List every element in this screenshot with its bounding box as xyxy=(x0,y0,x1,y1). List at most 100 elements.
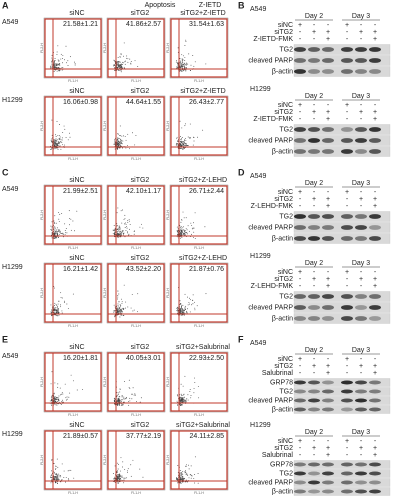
dot xyxy=(57,64,59,66)
dot xyxy=(114,233,115,235)
dot xyxy=(55,65,56,67)
dot xyxy=(185,228,187,230)
day-label: Day 2 xyxy=(305,180,323,187)
dot xyxy=(183,481,185,483)
dot xyxy=(54,238,56,239)
dot xyxy=(59,141,61,143)
dot xyxy=(57,397,59,398)
dot xyxy=(185,67,187,69)
condition-sign: - xyxy=(327,269,330,276)
dot xyxy=(113,64,115,66)
dot xyxy=(55,311,57,313)
blot-band xyxy=(341,294,353,299)
dot xyxy=(116,145,118,147)
dot xyxy=(124,227,126,228)
blot-band xyxy=(294,236,306,241)
dot xyxy=(114,229,116,230)
dot xyxy=(187,225,189,227)
dot xyxy=(57,233,59,235)
condition-sign: - xyxy=(313,116,316,123)
blot-band xyxy=(308,138,320,143)
dot xyxy=(181,137,183,139)
x-axis-label: FL1-H xyxy=(194,79,204,83)
dot xyxy=(117,228,119,230)
dot xyxy=(182,385,184,387)
dot xyxy=(183,310,185,311)
dot xyxy=(50,400,52,401)
dot xyxy=(114,67,116,68)
blot-band xyxy=(355,471,367,476)
dot xyxy=(176,477,177,478)
x-axis-label: FL1-H xyxy=(68,79,78,83)
dot xyxy=(58,233,60,235)
dot xyxy=(134,144,136,146)
blot-band xyxy=(369,69,381,74)
dot xyxy=(180,400,181,402)
dot xyxy=(176,307,178,309)
condition-sign: + xyxy=(373,283,377,290)
band-label: TG2 xyxy=(279,126,293,133)
dot xyxy=(114,67,116,69)
condition-sign: + xyxy=(373,363,377,370)
dot xyxy=(193,388,195,389)
dot xyxy=(53,401,55,403)
band-label: cleaved PARP xyxy=(248,304,293,311)
dot xyxy=(179,401,181,403)
dot xyxy=(183,217,185,219)
dot xyxy=(116,232,118,234)
dot xyxy=(124,218,126,220)
dot xyxy=(56,142,58,144)
dot xyxy=(184,144,186,146)
dot xyxy=(137,293,139,295)
blot-band xyxy=(294,225,306,230)
dot xyxy=(184,147,185,149)
dot xyxy=(114,69,116,71)
dot xyxy=(56,145,57,147)
dot xyxy=(70,374,72,376)
dot xyxy=(127,468,129,470)
dot xyxy=(60,232,62,234)
dot xyxy=(177,482,178,484)
dot xyxy=(130,63,132,65)
condition-sign: + xyxy=(359,196,363,203)
gate-box xyxy=(107,18,165,78)
dot xyxy=(69,392,71,394)
dot xyxy=(70,218,72,220)
dot xyxy=(184,306,186,308)
dot xyxy=(182,70,184,72)
dot xyxy=(119,67,121,69)
dot xyxy=(55,399,57,401)
blot-band xyxy=(369,236,381,241)
blot-band xyxy=(355,305,367,310)
dot xyxy=(129,400,131,402)
dot xyxy=(51,119,53,121)
dot xyxy=(197,473,199,474)
dot xyxy=(61,463,63,465)
dot xyxy=(62,62,64,64)
dot xyxy=(119,145,121,147)
plot-label: siNC xyxy=(69,422,84,429)
cell-line-label: H1299 xyxy=(250,422,271,429)
panel-letter: F xyxy=(238,334,244,344)
dot xyxy=(175,61,177,63)
dot xyxy=(182,481,184,483)
dot xyxy=(180,383,182,385)
dot xyxy=(51,474,53,476)
dot xyxy=(187,63,189,65)
dot xyxy=(117,310,119,311)
dot xyxy=(56,63,58,64)
condition-sign: - xyxy=(374,438,377,445)
condition-sign: + xyxy=(298,356,302,363)
dot xyxy=(117,303,119,305)
dot xyxy=(60,141,62,143)
condition-sign: - xyxy=(346,283,349,290)
dot xyxy=(121,298,122,300)
cell-line-label: H1299 xyxy=(250,253,271,260)
dot xyxy=(187,474,189,476)
dot xyxy=(62,393,64,395)
blot-band xyxy=(294,389,306,394)
dot xyxy=(128,400,130,402)
dot xyxy=(186,464,187,466)
dot xyxy=(117,295,119,297)
blot-band xyxy=(369,471,381,476)
